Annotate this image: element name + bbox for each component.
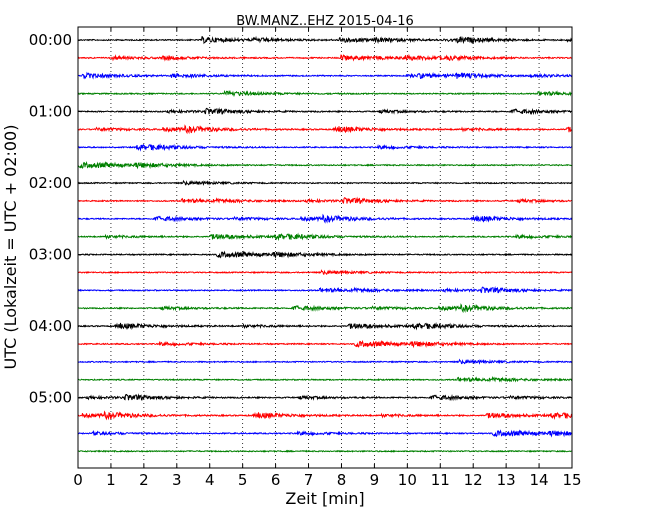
trace-8 [77,161,573,170]
seismic-traces [77,35,573,453]
y-tick-label-0: 00:00 [29,31,72,49]
y-tick-label-1: 01:00 [29,103,72,121]
x-tick-label-0: 0 [73,471,83,489]
trace-14 [77,269,573,276]
x-tick-label-15: 15 [562,471,581,489]
trace-23 [77,429,573,438]
y-tick-label-4: 04:00 [29,317,72,335]
x-tick-label-7: 7 [304,471,314,489]
trace-24 [77,449,573,453]
trace-17 [77,321,573,331]
trace-7 [77,143,573,152]
trace-16 [77,303,573,314]
trace-12 [77,232,573,242]
x-axis-label: Zeit [min] [285,489,364,508]
y-axis-ticks: 00:00 01:00 02:00 03:00 04:00 05:00 [29,31,572,407]
x-tick-label-13: 13 [497,471,516,489]
x-tick-label-6: 6 [271,471,281,489]
x-tick-label-3: 3 [172,471,182,489]
x-tick-label-2: 2 [139,471,149,489]
x-tick-label-5: 5 [238,471,248,489]
y-tick-label-2: 02:00 [29,174,72,192]
x-tick-label-1: 1 [106,471,116,489]
plot-frame [77,26,573,469]
trace-20 [77,375,573,383]
x-tick-label-14: 14 [530,471,549,489]
trace-4 [77,89,573,97]
x-tick-label-10: 10 [398,471,417,489]
x-tick-label-8: 8 [337,471,347,489]
trace-5 [77,107,573,116]
x-tick-label-4: 4 [205,471,215,489]
trace-21 [77,393,573,402]
y-tick-label-3: 03:00 [29,246,72,264]
trace-2 [77,53,573,62]
grid-lines [110,27,540,468]
trace-11 [77,213,573,224]
trace-18 [77,339,573,349]
x-tick-label-11: 11 [431,471,450,489]
x-tick-label-12: 12 [464,471,483,489]
trace-1 [77,35,573,45]
trace-19 [77,358,573,365]
trace-3 [77,71,573,80]
x-axis-ticks: 0 1 2 3 4 5 6 7 8 9 10 11 12 13 14 15 [73,27,582,489]
trace-10 [77,196,573,205]
trace-9 [77,179,573,186]
chart-title: BW.MANZ..EHZ 2015-04-16 [236,14,414,29]
x-tick-label-9: 9 [370,471,380,489]
trace-22 [77,410,573,421]
y-tick-label-5: 05:00 [29,389,72,407]
trace-13 [77,250,573,259]
y-axis-label: UTC (Lokalzeit = UTC + 02:00) [1,125,20,370]
trace-15 [77,285,573,294]
trace-6 [77,124,573,135]
